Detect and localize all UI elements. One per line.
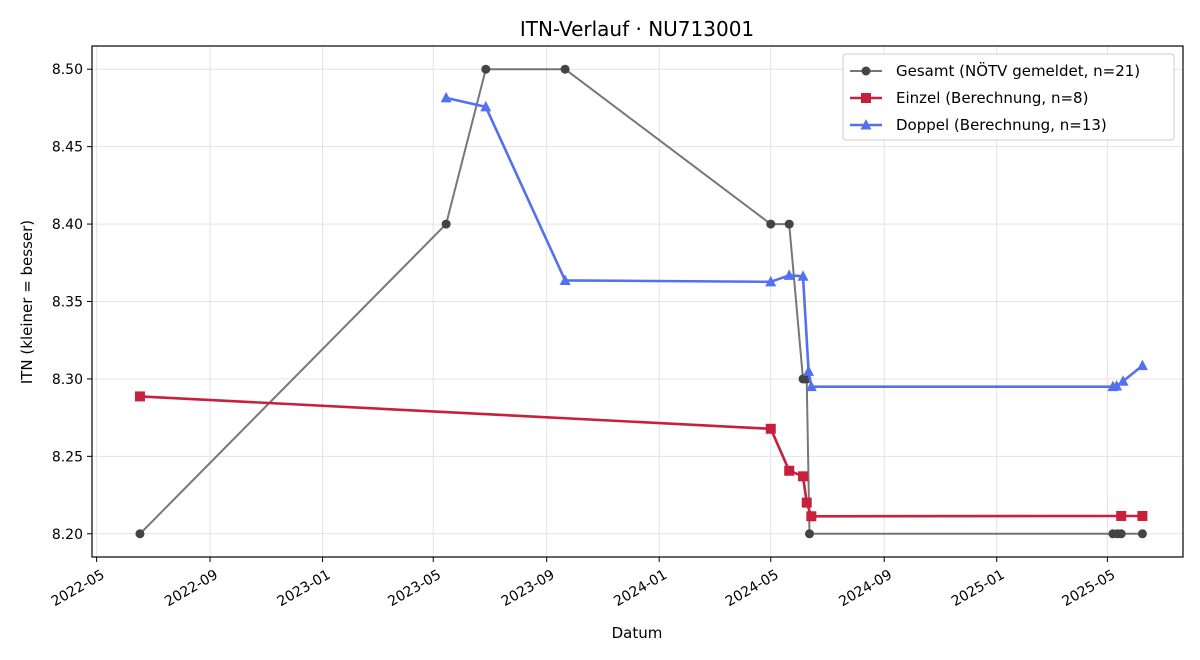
series-line xyxy=(445,96,1144,389)
data-point xyxy=(135,529,145,539)
legend-marker xyxy=(861,93,871,103)
legend-label: Einzel (Berechnung, n=8) xyxy=(896,89,1088,107)
data-point xyxy=(766,219,776,229)
grid-layer xyxy=(92,46,1183,557)
data-point xyxy=(560,64,570,74)
x-tick-label: 2022-05 xyxy=(49,567,108,610)
y-tick-label: 8.50 xyxy=(52,62,83,78)
series-layer xyxy=(134,64,1148,539)
data-point xyxy=(798,471,809,482)
data-point xyxy=(440,91,452,103)
data-point xyxy=(1111,380,1123,391)
data-point xyxy=(1116,529,1126,539)
data-point xyxy=(765,423,776,434)
legend-marker xyxy=(861,66,871,76)
y-tick-label: 8.25 xyxy=(52,449,83,465)
legend-entry-doppel: Doppel (Berechnung, n=13) xyxy=(850,116,1107,134)
axis-layer: 2022-05 2022-09 2023-01 2023-05 2023-09 2024-… xyxy=(49,62,1118,610)
series-gesamt xyxy=(135,64,1147,539)
data-point xyxy=(784,465,795,476)
x-axis-label: Datum xyxy=(612,624,663,642)
x-tick-label: 2023-01 xyxy=(275,567,334,610)
legend-entry-einzel: Einzel (Berechnung, n=8) xyxy=(850,89,1088,107)
data-point xyxy=(784,219,794,229)
y-axis-label: ITN (kleiner = besser) xyxy=(18,220,36,384)
legend-entry-gesamt: Gesamt (NÖTV gemeldet, n=21) xyxy=(850,61,1140,80)
y-tick-label: 8.35 xyxy=(52,295,83,311)
data-point xyxy=(1136,359,1148,371)
data-point xyxy=(1117,375,1129,386)
data-point xyxy=(480,100,492,112)
data-point xyxy=(559,274,571,285)
series-doppel xyxy=(440,91,1148,392)
x-tick-label: 2023-09 xyxy=(499,567,558,610)
data-point xyxy=(806,511,817,522)
y-tick-label: 8.40 xyxy=(52,217,83,233)
x-tick-label: 2024-01 xyxy=(611,567,670,610)
series-einzel xyxy=(134,391,1148,522)
legend: Gesamt (NÖTV gemeldet, n=21) Einzel (Bere… xyxy=(842,53,1175,141)
series-line xyxy=(139,395,1143,518)
data-point xyxy=(134,391,145,402)
x-tick-label: 2022-09 xyxy=(162,567,221,610)
data-point xyxy=(1137,529,1147,539)
x-tick-label: 2025-05 xyxy=(1060,567,1119,610)
data-point xyxy=(783,269,795,280)
x-tick-label: 2024-05 xyxy=(723,567,782,610)
legend-label: Doppel (Berechnung, n=13) xyxy=(896,116,1107,134)
y-tick-label: 8.20 xyxy=(52,527,83,543)
y-tick-label: 8.45 xyxy=(52,140,83,156)
data-point xyxy=(481,64,491,74)
data-point xyxy=(797,270,809,281)
x-tick-label: 2024-09 xyxy=(836,567,895,610)
data-point xyxy=(803,365,815,376)
chart-title: ITN-Verlauf · NU713001 xyxy=(520,17,754,41)
legend-marker xyxy=(860,119,872,130)
data-point xyxy=(1137,510,1148,521)
data-point xyxy=(1116,510,1127,521)
data-point xyxy=(801,497,812,508)
y-tick-label: 8.30 xyxy=(52,372,83,388)
data-point xyxy=(804,529,814,539)
x-tick-label: 2025-01 xyxy=(949,567,1008,610)
x-tick-label: 2023-05 xyxy=(385,567,444,610)
legend-box xyxy=(842,53,1175,141)
legend-label: Gesamt (NÖTV gemeldet, n=21) xyxy=(896,61,1140,80)
data-point xyxy=(441,219,451,229)
data-point xyxy=(765,275,777,287)
data-point xyxy=(805,380,817,392)
